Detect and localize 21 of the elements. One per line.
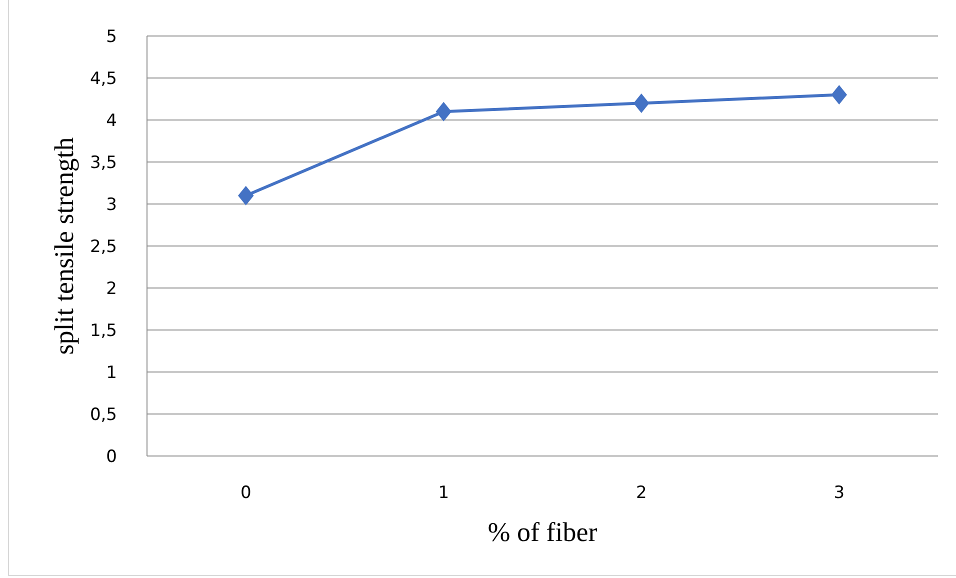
y-tick-label: 0,5 xyxy=(90,404,117,425)
x-tick-label: 2 xyxy=(636,483,647,503)
x-axis-title: % of fiber xyxy=(488,517,598,547)
y-tick-label: 0 xyxy=(106,446,117,467)
point xyxy=(633,93,650,113)
y-tick-label: 2 xyxy=(106,278,117,299)
y-tick-label: 1,5 xyxy=(90,320,117,341)
x-tick-label: 0 xyxy=(240,483,252,503)
point xyxy=(831,85,848,105)
y-tick-label: 5 xyxy=(106,26,117,47)
y-axis-title: split tensile strength xyxy=(49,136,79,355)
point xyxy=(238,186,254,206)
x-tick-label: 3 xyxy=(834,483,845,503)
y-tick-label: 2,5 xyxy=(90,236,117,257)
y-tick-label: 3 xyxy=(106,194,117,215)
point xyxy=(436,102,452,122)
y-tick-label: 1 xyxy=(106,362,117,383)
y-tick-label: 3,5 xyxy=(90,152,117,173)
x-tick-label: 1 xyxy=(438,483,450,503)
y-tick-label: 4 xyxy=(106,110,117,131)
y-tick-label: 4,5 xyxy=(90,68,117,89)
